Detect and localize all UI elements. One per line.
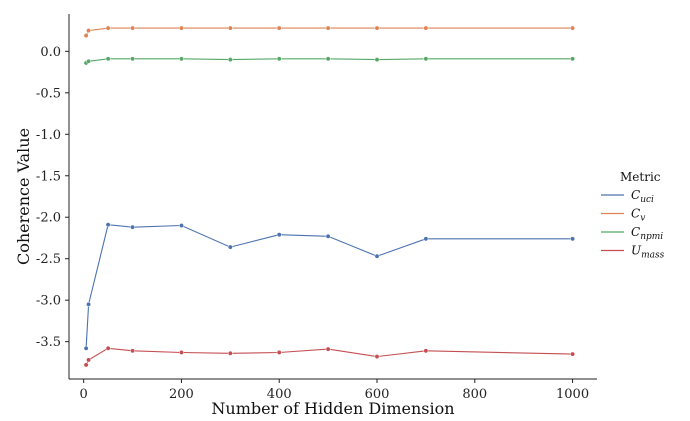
data-point [325, 25, 331, 31]
data-point [570, 351, 576, 357]
legend-label: Cv [631, 207, 645, 224]
data-point [178, 223, 184, 228]
data-point [86, 357, 92, 363]
data-point [570, 56, 576, 62]
x-tick-label: 600 [365, 387, 390, 402]
data-point [86, 301, 92, 307]
data-point [276, 25, 282, 31]
data-point [130, 348, 136, 354]
series-line-0 [85, 224, 573, 349]
data-point [423, 25, 429, 31]
data-point [325, 233, 331, 239]
x-tick-label: 200 [169, 387, 194, 402]
data-point [130, 224, 136, 230]
data-point [227, 244, 233, 250]
data-point [83, 362, 89, 368]
legend-title: Metric [620, 170, 661, 184]
data-point [325, 56, 331, 62]
data-point [227, 350, 233, 356]
data-point [570, 25, 576, 31]
data-point [178, 25, 184, 31]
data-point [423, 56, 429, 62]
y-tick-label: -2.5 [36, 252, 61, 267]
data-point [276, 232, 282, 238]
legend-label: Cnpmi [631, 225, 663, 242]
data-point [423, 348, 429, 354]
data-point [374, 253, 380, 259]
data-point [105, 25, 111, 31]
data-point [374, 57, 380, 63]
data-point [86, 58, 92, 64]
x-tick-label: 800 [462, 387, 487, 402]
plot-area [83, 25, 576, 368]
data-point [105, 222, 111, 228]
data-point [178, 56, 184, 62]
data-point [83, 345, 89, 351]
data-point [227, 25, 233, 31]
data-point [227, 57, 233, 63]
y-tick-label: -3.0 [36, 294, 61, 309]
y-ticks: 0.0 -0.5 -1.0 -1.5 -2.0 -2.5 -3.0 -3.5 [36, 45, 69, 350]
data-point [130, 25, 136, 31]
data-point [276, 350, 282, 355]
y-tick-label: -2.0 [36, 211, 61, 226]
data-point [105, 56, 111, 62]
data-point [570, 236, 576, 242]
data-point [374, 25, 380, 31]
y-tick-label: -3.5 [36, 335, 61, 350]
y-axis-title: Coherence Value [14, 128, 33, 265]
data-point [86, 28, 92, 34]
legend-label: Cuci [631, 188, 654, 205]
y-tick-label: -1.5 [36, 169, 61, 184]
axes [68, 14, 597, 380]
legend-label: Umass [631, 244, 665, 261]
data-point [276, 56, 282, 62]
x-tick-label: 1000 [556, 387, 589, 402]
data-point [105, 345, 111, 351]
y-tick-label: 0.0 [40, 45, 61, 60]
x-tick-label: 400 [267, 387, 292, 402]
data-point [178, 350, 184, 355]
y-tick-label: -0.5 [36, 86, 61, 101]
data-point [423, 236, 429, 242]
data-point [374, 354, 380, 360]
data-point [83, 33, 89, 39]
x-ticks: 0 200 400 600 800 1000 [80, 379, 589, 402]
x-axis-title: Number of Hidden Dimension [211, 399, 454, 418]
y-tick-label: -1.0 [36, 128, 61, 143]
data-point [325, 346, 331, 352]
x-tick-label: 0 [80, 387, 88, 402]
data-point [130, 56, 136, 62]
